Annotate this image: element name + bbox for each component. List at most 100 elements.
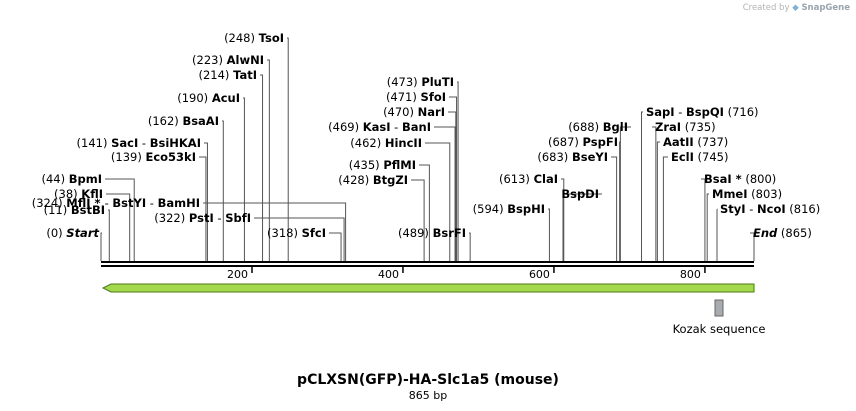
site-enzyme-name: * <box>732 172 742 186</box>
site-tsoi[interactable]: (248) TsoI <box>224 31 284 45</box>
site-position: (471) <box>386 90 421 104</box>
site-bsrfi[interactable]: (489) BsrFI <box>398 226 466 240</box>
site-psti[interactable]: (322) PstI - SbfI <box>154 211 251 225</box>
site-pflmi[interactable]: (435) PflMI <box>349 158 416 172</box>
svg-text:SapI - BspQI (716): SapI - BspQI (716) <box>646 105 759 119</box>
site-sapi[interactable]: SapI - BspQI (716) <box>646 105 759 119</box>
ruler-tick-label: 200 <box>227 268 248 281</box>
site-connector <box>105 178 135 261</box>
svg-text:ZraI (735): ZraI (735) <box>655 120 716 134</box>
site-nari[interactable]: (470) NarI <box>383 105 445 119</box>
site-position: (11) <box>44 203 71 217</box>
site-position: (141) <box>77 136 112 150</box>
site-kasi[interactable]: (469) KasI - BanI <box>328 120 431 134</box>
site-enzyme-name: KasI <box>363 120 391 134</box>
site-aatii[interactable]: AatII (737) <box>663 135 728 149</box>
site-position: (38) <box>54 187 81 201</box>
site-enzyme-name: BspDI <box>561 187 599 201</box>
site-connector <box>562 193 602 261</box>
feature-gfp-arrow[interactable] <box>101 283 755 293</box>
svg-text:(683) BseYI: (683) BseYI <box>537 150 608 164</box>
site-mfli[interactable]: (324) MflI * - BstYI - BamHI <box>32 196 200 210</box>
site-connector <box>448 111 457 261</box>
site-position: (470) <box>383 105 418 119</box>
site-enzyme-name: BstBI <box>71 203 105 217</box>
site-enzyme-name: ClaI <box>534 172 558 186</box>
site-connector <box>199 156 207 261</box>
site-tati[interactable]: (214) TatI <box>199 68 258 82</box>
site-enzyme-name: TatI <box>233 68 257 82</box>
site-bspdi[interactable]: BspDI <box>561 187 599 201</box>
site-ecli[interactable]: EclI (745) <box>671 150 729 164</box>
site-mmei[interactable]: MmeI (803) <box>712 187 782 201</box>
site-bseyi[interactable]: (683) BseYI <box>537 150 608 164</box>
feature-kozak-box[interactable] <box>714 299 724 317</box>
site-position: (716) <box>724 105 759 119</box>
site-acui[interactable]: (190) AcuI <box>177 91 240 105</box>
site-connector <box>641 111 643 261</box>
site-start[interactable]: (0) Start <box>46 226 99 240</box>
svg-text:(190) AcuI: (190) AcuI <box>177 91 240 105</box>
site-enzyme-name: - <box>746 202 757 216</box>
site-eco53ki[interactable]: (139) Eco53kI <box>111 150 196 164</box>
svg-text:(11) BstBI: (11) BstBI <box>44 203 105 217</box>
site-bgli[interactable]: (688) BglI <box>568 120 628 134</box>
site-pspfi[interactable]: (687) PspFI <box>548 135 618 149</box>
site-position: (688) <box>568 120 603 134</box>
site-enzyme-name: ZraI <box>655 120 681 134</box>
site-saci[interactable]: (141) SacI - BsiHKAI <box>77 136 201 150</box>
site-position: (428) <box>338 173 373 187</box>
site-alwni[interactable]: (223) AlwNI <box>192 53 264 67</box>
site-zrai[interactable]: ZraI (735) <box>655 120 716 134</box>
svg-text:(44) BpmI: (44) BpmI <box>41 172 102 186</box>
site-connector <box>561 178 565 261</box>
site-connector <box>652 126 657 261</box>
site-hincii[interactable]: (462) HincII <box>350 136 422 150</box>
site-enzyme-name: AatII <box>663 135 694 149</box>
site-connector <box>449 96 458 261</box>
site-bsphi[interactable]: (594) BspHI <box>473 202 545 216</box>
svg-text:(139) Eco53kI: (139) Eco53kI <box>111 150 196 164</box>
site-position: (803) <box>748 187 783 201</box>
site-bpmi[interactable]: (44) BpmI <box>41 172 102 186</box>
site-position: (735) <box>681 120 716 134</box>
site-bsaai[interactable]: (162) BsaAI <box>148 114 219 128</box>
site-sfoi[interactable]: (471) SfoI <box>386 90 446 104</box>
plasmid-linear-map: 200 400 600 800 (0) Start (11) BstBI (38) Kfl… <box>32 31 821 336</box>
site-kfli[interactable]: (38) KflI <box>54 187 103 201</box>
site-position: (462) <box>350 136 385 150</box>
site-styi[interactable]: StyI - NcoI (816) <box>720 202 820 216</box>
site-enzyme-name: AcuI <box>212 91 240 105</box>
map-title: pCLXSN(GFP)-HA-Slc1a5 (mouse) <box>297 372 559 388</box>
site-pluti[interactable]: (473) PluTI <box>387 75 454 89</box>
svg-text:(688) BglI: (688) BglI <box>568 120 628 134</box>
feature-kozak-sequence[interactable]: Kozak sequence <box>673 299 766 336</box>
site-enzyme-name: BsaAI <box>182 114 219 128</box>
site-connector <box>469 232 471 261</box>
credit-brand: SnapGene <box>801 3 850 13</box>
svg-text:(473) PluTI: (473) PluTI <box>387 75 454 89</box>
site-connector <box>706 193 709 261</box>
site-connector <box>329 232 342 261</box>
site-connector <box>100 232 102 261</box>
svg-text:MmeI (803): MmeI (803) <box>712 187 782 201</box>
site-bsai[interactable]: BsaI * (800) <box>704 172 776 186</box>
site-enzyme-name: SfoI <box>421 90 446 104</box>
site-position: (0) <box>46 226 66 240</box>
site-sfci[interactable]: (318) SfcI <box>267 226 326 240</box>
site-connector <box>204 142 208 261</box>
site-btgzi[interactable]: (428) BtgZI <box>338 173 408 187</box>
site-clai[interactable]: (613) ClaI <box>499 172 558 186</box>
site-enzyme-name: BglI <box>603 120 628 134</box>
site-end[interactable]: End (865) <box>753 226 812 240</box>
site-connector <box>411 179 425 261</box>
site-connector <box>108 209 110 261</box>
ruler-tick-label: 800 <box>680 268 701 281</box>
site-enzyme-name: BstYI <box>112 196 146 210</box>
site-bstbi[interactable]: (11) BstBI <box>44 203 105 217</box>
site-enzyme-name: BseYI <box>572 150 608 164</box>
bp-ruler: 200 400 600 800 <box>227 267 706 281</box>
site-position: (800) <box>742 172 777 186</box>
site-enzyme-name: BtgZI <box>373 173 408 187</box>
features-group: Kozak sequence <box>101 283 766 336</box>
